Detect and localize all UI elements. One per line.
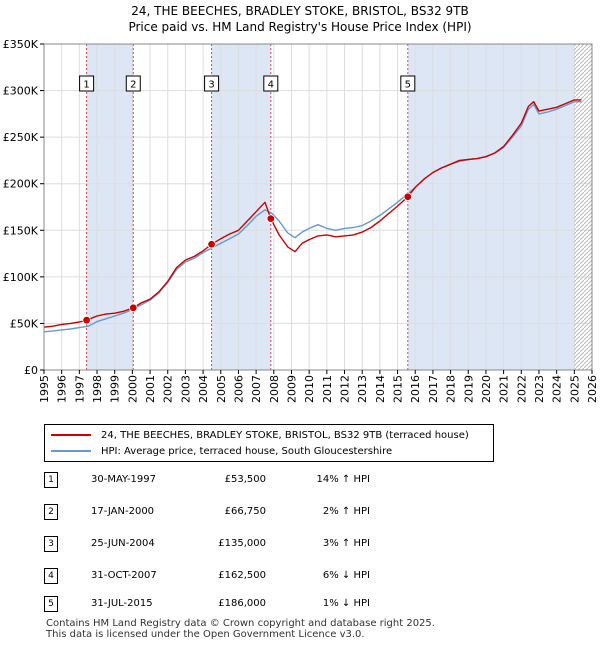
x-tick-label: 1998	[91, 375, 104, 403]
y-tick-label: £50K	[10, 317, 39, 330]
sale-hpi-diff: 6% ↓ HPI	[322, 570, 370, 581]
x-tick-label: 2009	[285, 375, 298, 403]
sale-point	[403, 192, 413, 201]
x-tick-label: 2015	[392, 375, 405, 403]
x-tick-label: 2017	[427, 375, 440, 403]
x-tick-label: 2006	[232, 375, 245, 403]
sale-hpi-diff: 14% ↑ HPI	[316, 474, 370, 485]
x-tick-label: 2003	[179, 375, 192, 403]
sale-price: £135,000	[218, 538, 266, 549]
legend-label-hpi: HPI: Average price, terraced house, Sout…	[101, 445, 393, 457]
chart-subtitle: Price paid vs. HM Land Registry's House …	[128, 20, 472, 34]
x-tick-label: 2023	[533, 375, 546, 403]
sale-row: 1 30-MAY-1997 £53,500 14% ↑ HPI	[0, 472, 600, 490]
sale-point	[207, 240, 216, 249]
x-tick-label: 1996	[56, 375, 69, 403]
sale-point	[82, 315, 91, 325]
sale-marker-label: 1	[83, 80, 89, 91]
sale-date: 25-JUN-2004	[91, 538, 155, 549]
sale-row: 5 31-JUL-2015 £186,000 1% ↓ HPI	[0, 596, 600, 614]
sale-price: £66,750	[224, 506, 266, 517]
sale-marker-box	[204, 75, 220, 92]
x-tick-label: 2000	[126, 375, 139, 403]
sale-hpi-diff: 3% ↑ HPI	[322, 538, 370, 549]
x-tick-label: 2005	[215, 375, 228, 403]
x-tick-label: 2024	[551, 375, 564, 403]
y-tick-label: £200K	[3, 178, 39, 191]
sale-date: 17-JAN-2000	[91, 506, 155, 517]
sale-hpi-diff: 1% ↓ HPI	[322, 598, 370, 609]
sale-marker-box	[400, 75, 416, 92]
sale-price: £53,500	[224, 474, 266, 485]
sale-marker-box	[263, 75, 279, 92]
sale-price: £162,500	[218, 570, 266, 581]
x-tick-label: 1999	[109, 375, 122, 403]
projection-hatch	[574, 44, 592, 370]
sale-number-box: 5	[44, 596, 58, 612]
sale-row: 4 31-OCT-2007 £162,500 6% ↓ HPI	[0, 568, 600, 586]
y-tick-label: £0	[24, 364, 38, 377]
x-tick-label: 2014	[374, 375, 387, 403]
ownership-shade	[407, 44, 575, 370]
x-tick-label: 2001	[144, 375, 157, 403]
legend-item-hpi: HPI: Average price, terraced house, Sout…	[51, 443, 392, 459]
ownership-shade	[86, 44, 134, 370]
sale-price: £186,000	[218, 598, 266, 609]
sale-marker-label: 4	[268, 80, 274, 91]
sale-marker-label: 3	[208, 80, 214, 91]
x-tick-label: 2019	[462, 375, 475, 403]
sale-row: 3 25-JUN-2004 £135,000 3% ↑ HPI	[0, 536, 600, 554]
legend-label-property: 24, THE BEECHES, BRADLEY STOKE, BRISTOL,…	[101, 429, 469, 441]
x-tick-label: 2010	[303, 375, 316, 403]
y-tick-label: £150K	[3, 224, 39, 237]
sale-number-box: 3	[44, 536, 58, 552]
plot-frame	[43, 43, 593, 371]
sale-date: 31-JUL-2015	[91, 598, 153, 609]
sale-number-box: 1	[44, 472, 58, 488]
x-tick-label: 2007	[250, 375, 263, 403]
sale-date: 31-OCT-2007	[91, 570, 157, 581]
x-tick-label: 2025	[568, 375, 581, 403]
x-tick-label: 2012	[339, 375, 352, 403]
legend-swatch-property	[51, 434, 91, 436]
x-tick-label: 2016	[409, 375, 422, 403]
y-tick-label: £350K	[3, 38, 39, 51]
x-tick-label: 1995	[38, 375, 51, 403]
chart-legend: 24, THE BEECHES, BRADLEY STOKE, BRISTOL,…	[44, 424, 494, 462]
footer: Contains HM Land Registry data © Crown c…	[46, 618, 435, 640]
sale-point	[266, 214, 276, 223]
x-tick-label: 2026	[586, 375, 599, 403]
sale-marker-box	[79, 75, 95, 92]
x-tick-label: 2008	[268, 375, 281, 403]
sale-row: 2 17-JAN-2000 £66,750 2% ↑ HPI	[0, 504, 600, 522]
property-price-line	[43, 99, 582, 328]
y-tick-label: £250K	[3, 131, 39, 144]
sale-marker-label: 5	[405, 80, 411, 91]
sale-point	[129, 303, 138, 313]
x-tick-label: 2011	[321, 375, 334, 403]
sale-marker-box	[125, 75, 141, 92]
x-tick-label: 2002	[162, 375, 175, 403]
x-tick-label: 2004	[197, 375, 210, 403]
legend-item-property: 24, THE BEECHES, BRADLEY STOKE, BRISTOL,…	[51, 427, 469, 443]
sale-date: 30-MAY-1997	[91, 474, 157, 485]
x-tick-label: 2021	[498, 375, 511, 403]
x-tick-label: 2013	[356, 375, 369, 403]
legend-swatch-hpi	[51, 450, 91, 452]
x-tick-label: 1997	[73, 375, 86, 403]
x-tick-label: 2020	[480, 375, 493, 403]
sale-hpi-diff: 2% ↑ HPI	[322, 506, 370, 517]
sale-number-box: 2	[44, 504, 58, 520]
chart-title: 24, THE BEECHES, BRADLEY STOKE, BRISTOL,…	[131, 4, 469, 18]
price-chart: 1 2 3 4 5 £0 £50K £100K £150K £200K £250K £300K £350…	[3, 38, 599, 403]
x-tick-label: 2022	[515, 375, 528, 403]
footer-copyright: Contains HM Land Registry data © Crown c…	[46, 618, 435, 629]
footer-license: This data is licensed under the Open Gov…	[46, 629, 365, 640]
y-tick-label: £300K	[3, 85, 39, 98]
x-tick-label: 2018	[445, 375, 458, 403]
sale-marker-label: 2	[130, 80, 136, 91]
y-tick-label: £100K	[3, 271, 39, 284]
sale-number-box: 4	[44, 568, 58, 584]
